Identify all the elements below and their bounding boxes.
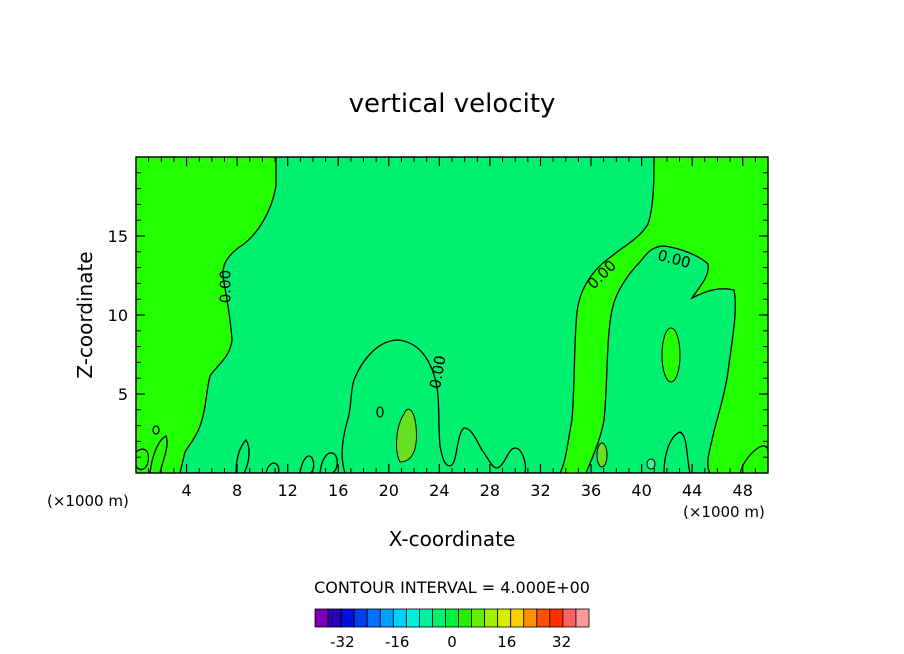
contour-label: 0.00 <box>216 270 234 303</box>
colorbar-swatch <box>340 608 355 628</box>
contour-loop-tiny <box>376 406 384 418</box>
contour-line-main <box>179 157 655 473</box>
colorbar-tick-label: 0 <box>447 633 457 651</box>
y-axis-label: Z-coordinate <box>73 251 97 378</box>
contour-loop-tiny <box>152 425 160 435</box>
updraft-core <box>396 408 417 463</box>
colorbar-tick-label: 32 <box>552 633 571 651</box>
contour-line-wiggle <box>136 448 150 471</box>
colorbar-swatch <box>366 608 381 628</box>
contour-line-wiggle <box>739 445 768 473</box>
colorbar-tick-label: -16 <box>385 633 410 651</box>
colorbar-swatch <box>523 608 538 628</box>
colorbar: -32 -16 0 16 32 <box>314 608 590 651</box>
contour-line-wiggle <box>299 455 315 473</box>
colorbar-swatch <box>353 608 368 628</box>
x-tick-label: 24 <box>429 481 449 500</box>
contour-line-wiggle <box>663 431 691 473</box>
colorbar-swatch <box>562 608 577 628</box>
y-tick-label: 10 <box>108 306 128 325</box>
x-tick-label: 12 <box>278 481 298 500</box>
colorbar-swatch <box>392 608 407 628</box>
contour-line-wiggle <box>149 435 168 473</box>
colorbar-swatch <box>536 608 551 628</box>
x-tick-label: 32 <box>530 481 550 500</box>
contour-line-wiggle <box>235 438 250 473</box>
contour-interval-label: CONTOUR INTERVAL = 4.000E+00 <box>314 578 590 597</box>
contour-fill-interior <box>180 157 654 473</box>
x-tick-label: 16 <box>328 481 348 500</box>
contour-fill-east-cell <box>586 246 736 473</box>
contour-loop-small <box>596 442 608 468</box>
x-tick-label: 4 <box>181 481 191 500</box>
x-tick-label: 40 <box>631 481 651 500</box>
y-tick-label: 5 <box>118 385 128 404</box>
y-tick-label: 15 <box>108 227 128 246</box>
colorbar-swatch <box>471 608 486 628</box>
x-tick-label: 28 <box>480 481 500 500</box>
colorbar-swatch <box>327 608 342 628</box>
contour-lines <box>136 157 768 473</box>
colorbar-tick-label: -32 <box>330 633 355 651</box>
colorbar-tick-label: 16 <box>497 633 516 651</box>
x-tick-label: 44 <box>682 481 702 500</box>
colorbar-swatch <box>314 608 329 628</box>
contour-loop-down <box>646 458 656 470</box>
colorbar-swatch <box>510 608 525 628</box>
colorbar-swatch <box>405 608 420 628</box>
x-unit-left: (×1000 m) <box>47 492 129 510</box>
x-tick-label: 48 <box>733 481 753 500</box>
colorbar-swatch <box>379 608 394 628</box>
contour-line-east <box>585 245 736 473</box>
chart-title: vertical velocity <box>349 89 556 119</box>
colorbar-swatch <box>418 608 433 628</box>
x-tick-label: 8 <box>232 481 242 500</box>
colorbar-swatch <box>549 608 564 628</box>
x-unit-right: (×1000 m) <box>683 503 765 521</box>
x-tick-label: 20 <box>379 481 399 500</box>
colorbar-swatch <box>432 608 446 628</box>
x-axis-label: X-coordinate <box>389 527 516 551</box>
colorbar-swatch <box>458 608 472 628</box>
contour-loop-east <box>661 327 681 383</box>
plot-area: 0.000.000.00 0.00 <box>136 157 768 473</box>
colorbar-swatch <box>497 608 512 628</box>
colorbar-swatch <box>484 608 499 628</box>
x-tick-label: 36 <box>581 481 601 500</box>
contour-line-wiggle <box>319 452 338 473</box>
colorbar-swatch <box>445 608 459 628</box>
colorbar-swatch <box>575 608 590 628</box>
contour-label: 0.00 <box>426 354 450 390</box>
